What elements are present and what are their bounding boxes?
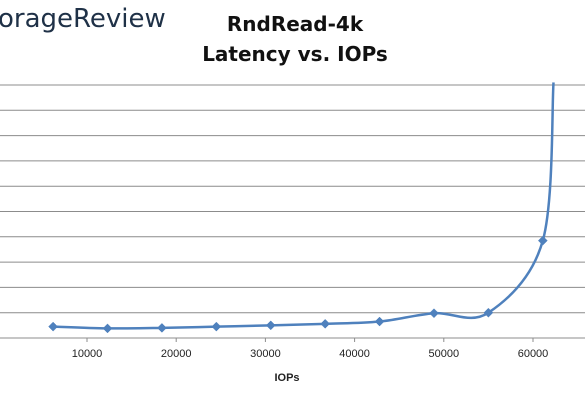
x-tick-label-0: 10000 bbox=[72, 348, 103, 360]
data-point-2 bbox=[157, 323, 167, 333]
data-point-4 bbox=[265, 320, 276, 331]
series-group bbox=[48, 82, 555, 334]
data-point-7 bbox=[429, 308, 439, 319]
brand-logo-text: orageReview bbox=[0, 4, 166, 34]
x-axis-title: IOPs bbox=[274, 372, 299, 384]
x-tick-label-4: 50000 bbox=[429, 348, 460, 360]
data-point-0 bbox=[48, 321, 58, 332]
gridlines bbox=[0, 84, 585, 339]
data-point-8 bbox=[483, 307, 494, 318]
data-point-1 bbox=[102, 323, 113, 334]
chart-title: RndRead-4k bbox=[226, 12, 364, 36]
x-tick-label-2: 30000 bbox=[250, 348, 281, 360]
x-axis: 10000 20000 30000 40000 50000 60000 bbox=[72, 338, 549, 360]
data-point-3 bbox=[211, 321, 222, 332]
chart-subtitle: Latency vs. IOPs bbox=[202, 42, 388, 66]
x-tick-label-1: 20000 bbox=[161, 348, 192, 360]
data-point-9 bbox=[537, 235, 548, 246]
x-tick-label-5: 60000 bbox=[518, 348, 549, 360]
data-point-5 bbox=[320, 318, 331, 329]
x-tick-label-3: 40000 bbox=[339, 348, 370, 360]
data-point-6 bbox=[374, 316, 385, 327]
series-line-0 bbox=[53, 82, 555, 330]
